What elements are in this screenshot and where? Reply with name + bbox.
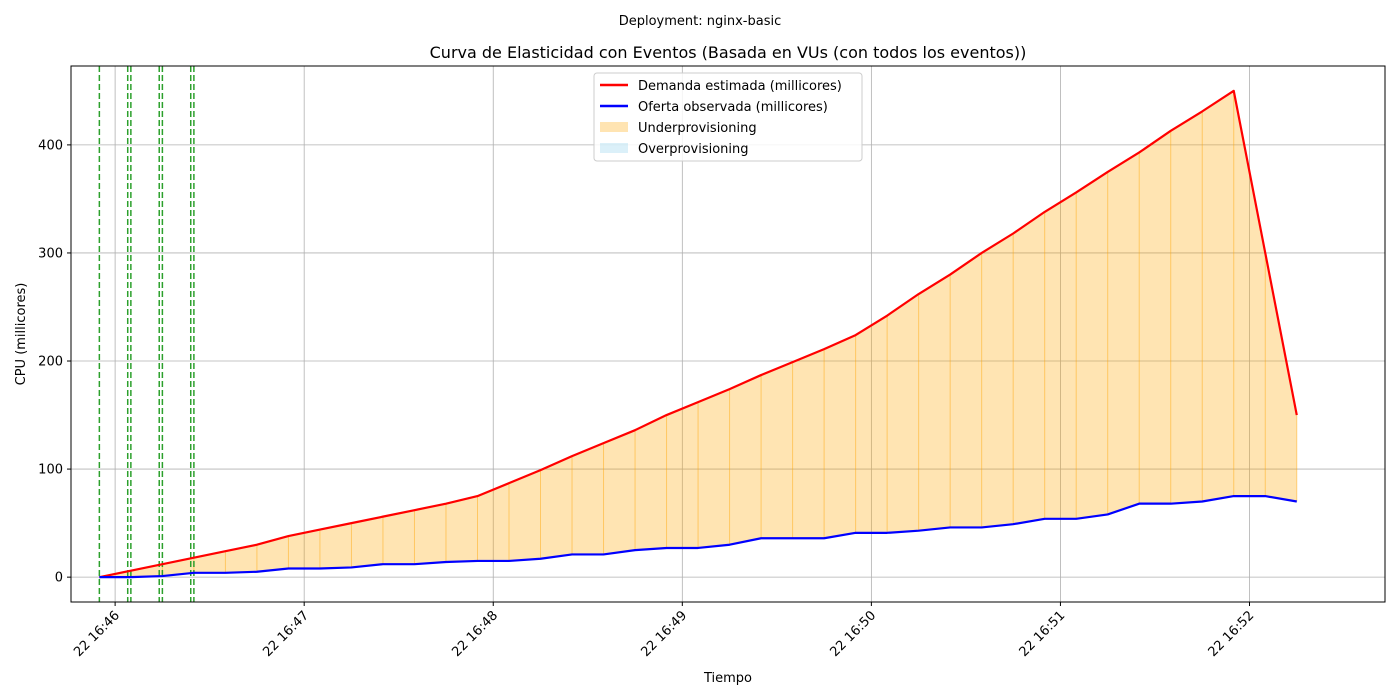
- legend: Demanda estimada (millicores) Oferta obs…: [593, 72, 863, 162]
- x-tick-label: 22 16:49: [638, 608, 690, 660]
- y-tick-label: 100: [38, 463, 63, 478]
- y-tick-label: 300: [38, 246, 63, 261]
- x-tick-label: 22 16:51: [1017, 608, 1069, 660]
- legend-underprovisioning-label: Underprovisioning: [638, 121, 757, 136]
- legend-overprovisioning-swatch: [600, 143, 628, 153]
- legend-supply-label: Oferta observada (millicores): [638, 100, 828, 115]
- underprovisioning-area: [99, 90, 1297, 578]
- y-tick-label: 0: [55, 571, 63, 586]
- supply-series-line: [99, 494, 1297, 579]
- legend-demand-label: Demanda estimada (millicores): [638, 79, 842, 94]
- x-axis-label: Tiempo: [703, 671, 752, 686]
- x-tick-label: 22 16:48: [449, 608, 501, 660]
- demand-series-line: [99, 89, 1298, 579]
- x-tick-label: 22 16:46: [71, 608, 123, 660]
- plot-area: [71, 66, 1385, 602]
- plot-frame: [70, 65, 1386, 603]
- legend-box: [593, 72, 863, 162]
- legend-underprovisioning-swatch: [600, 122, 628, 132]
- chart-suptitle: Deployment: nginx-basic: [619, 14, 782, 29]
- y-axis-label: CPU (millicores): [14, 283, 29, 386]
- x-tick-label: 22 16:47: [260, 608, 312, 660]
- y-tick-label: 400: [38, 138, 63, 153]
- x-tick-label: 22 16:52: [1206, 608, 1258, 660]
- x-tick-label: 22 16:50: [827, 608, 879, 660]
- legend-overprovisioning-label: Overprovisioning: [638, 142, 749, 157]
- y-tick-label: 200: [38, 355, 63, 370]
- chart-title: Curva de Elasticidad con Eventos (Basada…: [430, 43, 1027, 62]
